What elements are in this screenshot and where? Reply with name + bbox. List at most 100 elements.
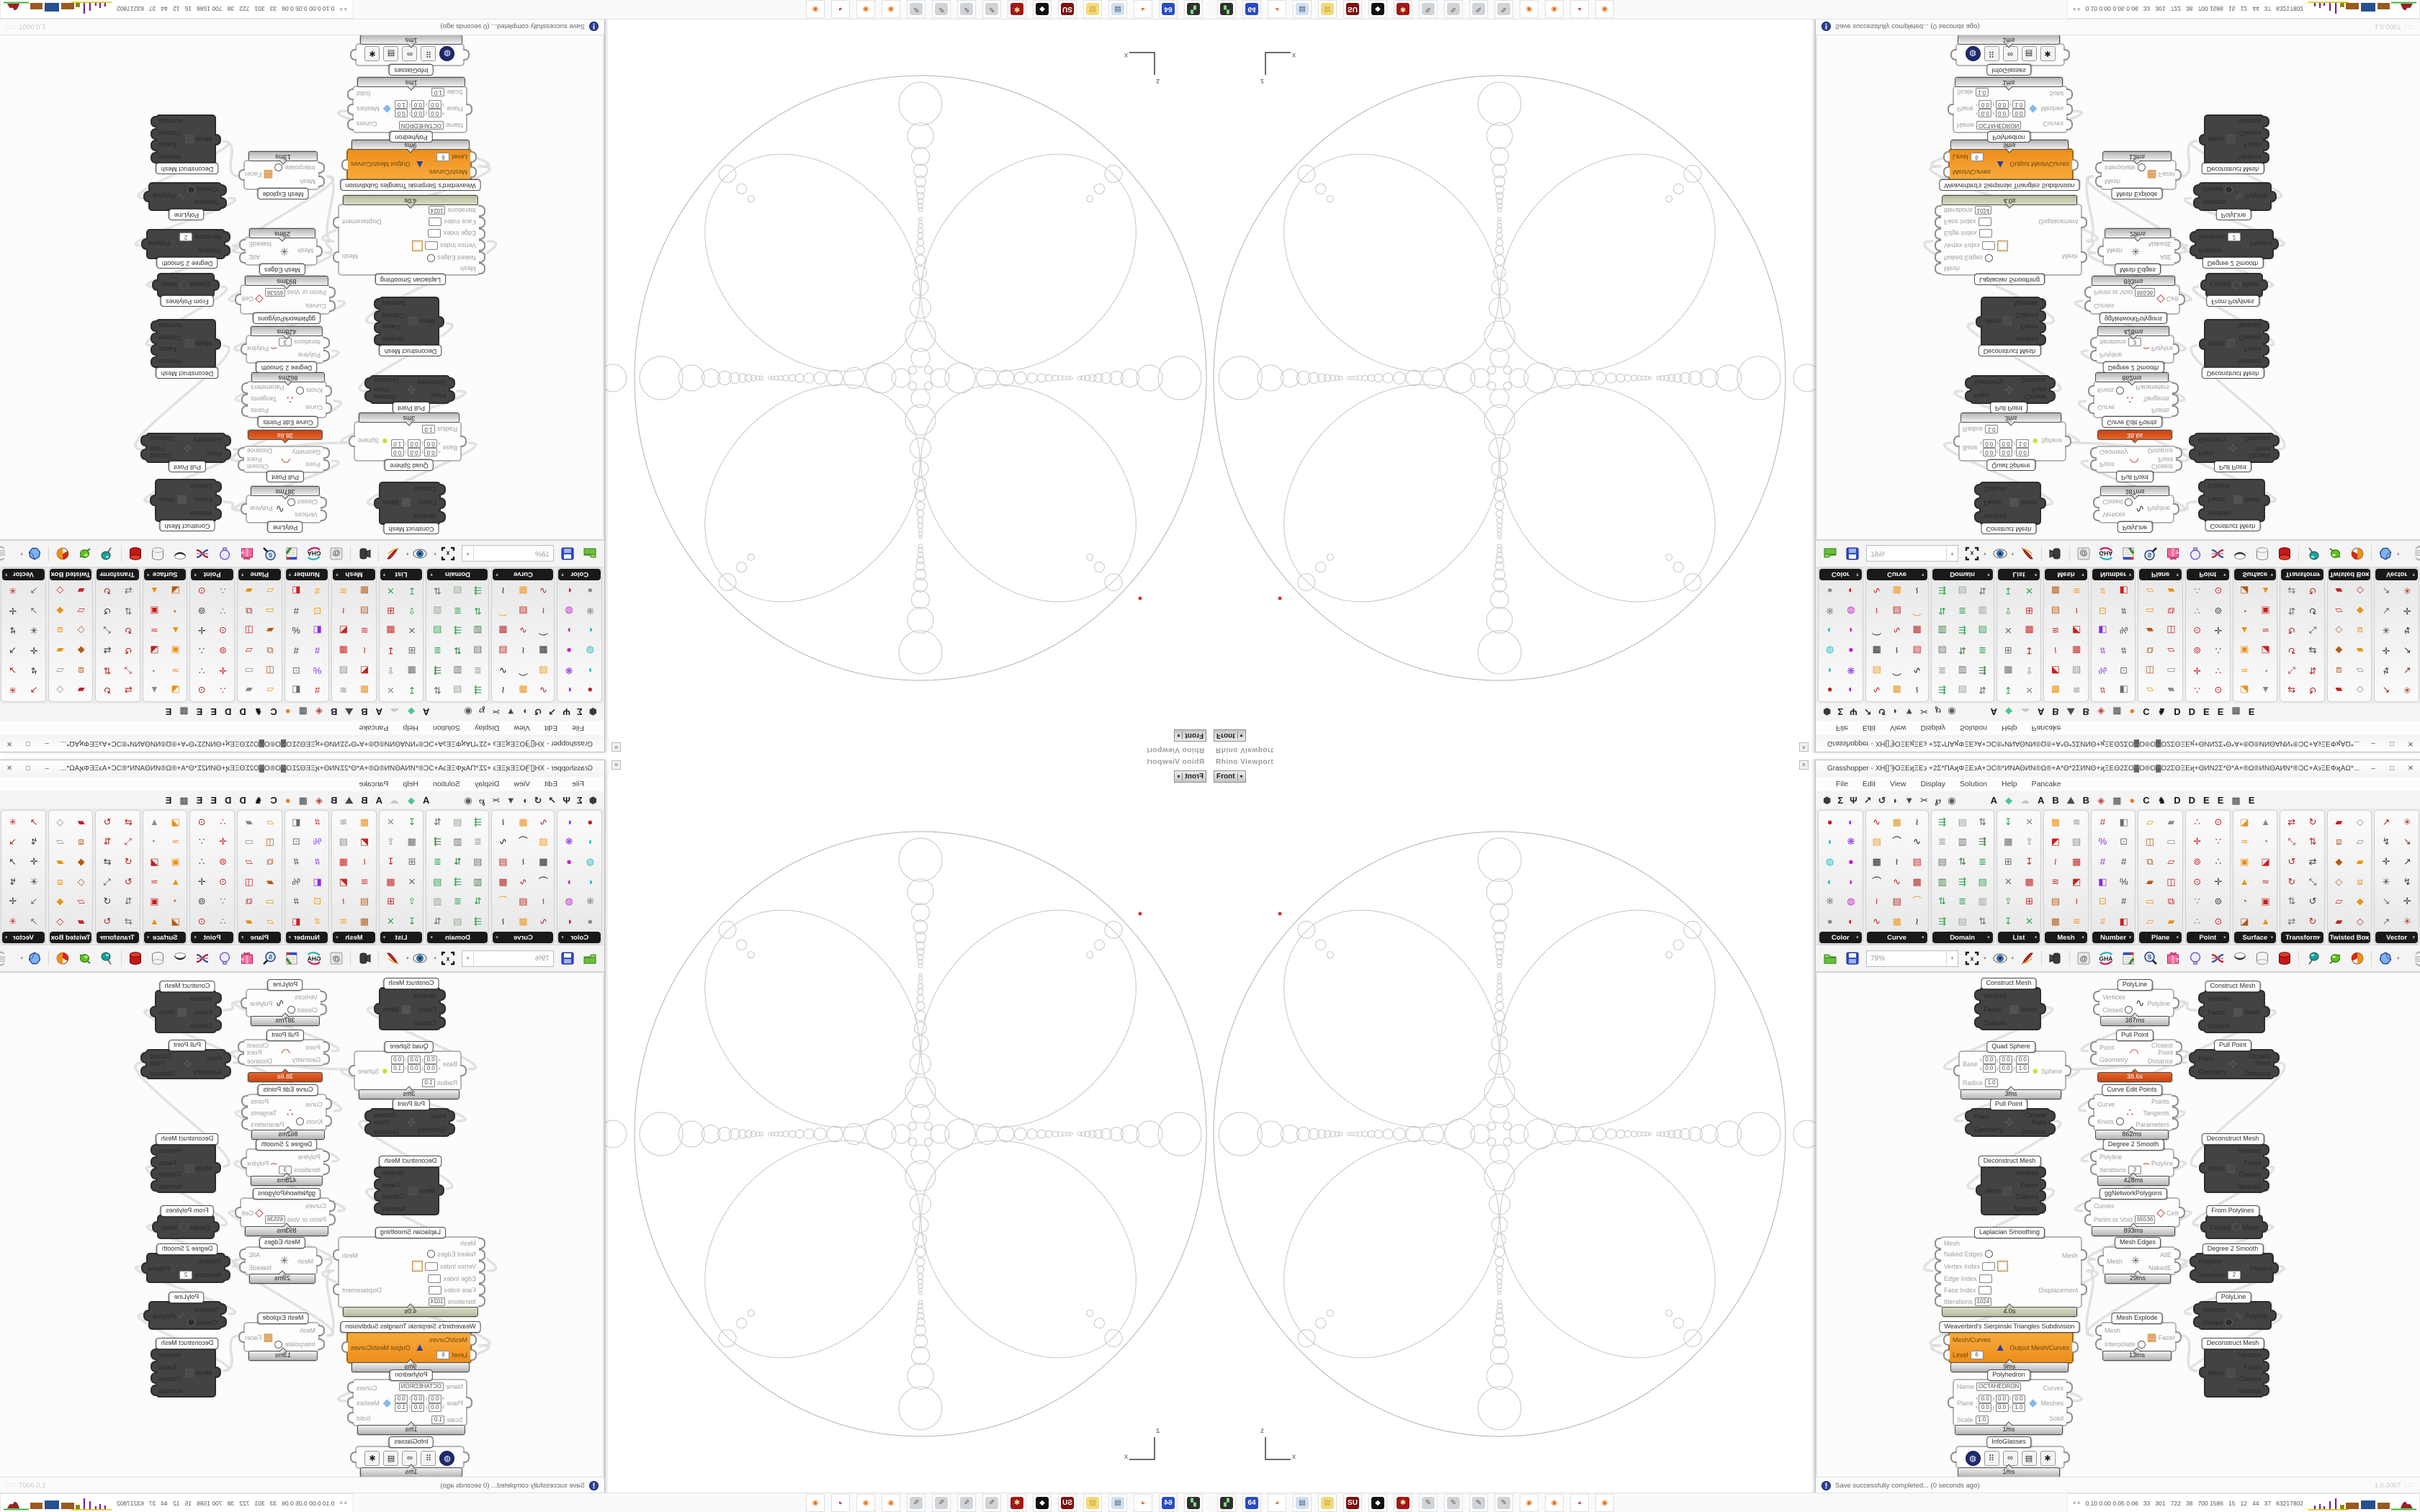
component-icon[interactable]: ✛ (218, 836, 227, 847)
firefox-dev-icon[interactable]: ◕ (831, 0, 850, 18)
chevron-down-icon[interactable]: ▾ (496, 572, 498, 577)
toggle-circle[interactable] (2125, 498, 2133, 506)
chevron-down-icon[interactable]: ▾ (1946, 951, 1958, 966)
menu-view[interactable]: View (514, 724, 530, 732)
component-icon[interactable]: ≀ (501, 916, 505, 927)
chevron-down-icon[interactable]: ▾ (52, 935, 55, 940)
chevron-up-icon[interactable]: ∧ ∧ (2073, 6, 2081, 12)
grasshopper-titlebar[interactable]: Grasshopper - XH[]ϠΟΞΕϗΞΕ϶ +2Σ*ΠΑϗΦΞΕ϶Α+… (0, 735, 604, 752)
firefox-icon[interactable]: ◕ (1134, 0, 1152, 18)
close-button[interactable]: ✕ (2405, 739, 2416, 749)
infoglasses-button[interactable]: ∞ (402, 1450, 418, 1466)
floppy64-icon[interactable]: 64 (1159, 1494, 1178, 1512)
surprise-box-button[interactable]: ? (238, 545, 256, 562)
toggle-circle[interactable] (274, 1340, 283, 1349)
grasshopper-titlebar[interactable]: Grasshopper - XH[]ϠΟΞΕϗΞΕ϶ +2Σ*ΠΑϗΦΞΕ϶Α+… (1816, 735, 2420, 752)
component-icon[interactable]: # (2121, 644, 2127, 656)
component-icon[interactable]: ⧉ (2167, 605, 2174, 616)
value-box[interactable] (424, 241, 438, 251)
component-icon[interactable]: ⌒ (498, 896, 508, 907)
component-icon[interactable]: ◫ (2166, 625, 2176, 636)
chevron-down-icon[interactable]: ▾ (1946, 546, 1958, 561)
component-icon[interactable]: ⊙ (197, 816, 206, 827)
component-icon[interactable]: ⇅ (433, 916, 442, 927)
component-icon[interactable]: ∴ (2215, 856, 2222, 868)
value-box[interactable]: 1024 (1974, 206, 1992, 215)
component-icon[interactable]: ≋ (339, 685, 348, 696)
component-icon[interactable]: ● (587, 816, 593, 827)
component-icon[interactable]: ✳ (9, 685, 17, 696)
component-icon[interactable]: ▦ (539, 856, 548, 868)
value-box[interactable]: 0.0 (2012, 1394, 2025, 1403)
gh-node-a3[interactable]: Point Geometry ✜ Closest Point Distance (1965, 375, 2056, 404)
publish-at-button[interactable]: @ (2075, 950, 2092, 967)
ribbon-tab-icon[interactable]: Ψ (563, 794, 570, 806)
ribbon-group-label[interactable]: Vector ▾ (2375, 932, 2418, 943)
preview-eye-button[interactable] (411, 950, 429, 967)
ribbon-tab-plugin[interactable]: ◆ (2004, 794, 2012, 806)
component-icon[interactable]: ◐ (1848, 685, 1854, 696)
component-icon[interactable]: ⊙ (197, 916, 206, 927)
component-icon[interactable]: ⇪ (2004, 605, 2012, 616)
preview-wireframe-button[interactable] (149, 545, 166, 562)
component-icon[interactable]: ▥ (1937, 625, 1947, 636)
menu-view[interactable]: View (1890, 724, 1906, 732)
component-icon[interactable]: ▤ (453, 585, 462, 596)
value-box[interactable]: 0.0 (428, 1394, 442, 1403)
gh-node-a6[interactable]: Mesh/Curves Level 6 ▲ Output Mesh/Curves (1943, 1331, 2079, 1364)
gh-node-b3[interactable]: Curve Knots ∴ Points Tangents Parameters (241, 381, 332, 418)
ribbon-tab-icon[interactable]: ◉ (1948, 794, 1956, 806)
component-icon[interactable]: ⇅ (2287, 605, 2296, 616)
ribbon-group-label[interactable]: Mesh ▾ (333, 569, 375, 580)
infoglasses-button[interactable]: ✱ (2040, 1450, 2056, 1466)
maximize-button[interactable]: □ (22, 739, 34, 749)
ribbon-group-label[interactable]: Surface ▾ (2233, 932, 2277, 943)
component-icon[interactable]: ⌒ (538, 876, 548, 887)
ribbon-tab-icon[interactable]: ◉ (1948, 706, 1956, 718)
menu-edit[interactable]: Edit (544, 780, 558, 788)
component-icon[interactable]: ↺ (124, 856, 133, 868)
component-icon[interactable]: ❋ (1826, 896, 1834, 907)
component-icon[interactable]: ▤ (1912, 856, 1922, 868)
component-icon[interactable]: ≃ (2240, 665, 2249, 676)
value-box[interactable]: 0.0 (390, 448, 404, 456)
wire-display-button[interactable] (194, 545, 211, 562)
component-icon[interactable]: ◩ (339, 625, 348, 636)
component-icon[interactable]: ▱ (77, 896, 85, 907)
component-icon[interactable]: ∵ (220, 896, 226, 907)
component-icon[interactable]: ◗ (1827, 836, 1833, 847)
component-icon[interactable]: ∿ (1873, 916, 1881, 927)
component-icon[interactable]: ▰ (56, 856, 64, 868)
chevron-down-icon[interactable]: ▾ (382, 572, 386, 577)
gh-node-a3[interactable]: Point Geometry ✜ Closest Point Distance (1965, 1108, 2056, 1137)
ribbon-group-label[interactable]: Twisted Box ▾ (49, 932, 92, 943)
component-icon[interactable]: ↯ (2382, 836, 2390, 847)
component-icon[interactable]: ▤ (1937, 856, 1947, 868)
infoglasses-button[interactable]: ∞ (2002, 46, 2018, 62)
open-button[interactable] (581, 545, 599, 562)
ribbon-group-label[interactable]: Plane ▾ (238, 932, 281, 943)
gh-node-a1[interactable]: Vertices Faces Colours ▦ Mesh (374, 987, 446, 1030)
ribbon-group-label[interactable]: Color ▾ (1819, 569, 1862, 580)
component-icon[interactable]: # (293, 605, 299, 616)
component-icon[interactable]: ❋ (1847, 665, 1855, 676)
node-canvas[interactable]: Construct Mesh Vertices Faces Colours ▦ Mesh Q… (0, 972, 604, 1477)
value-box[interactable]: 0.0 (1995, 100, 2009, 109)
component-icon[interactable]: ▦ (1912, 876, 1922, 887)
value-box[interactable]: 0.0 (411, 1394, 425, 1403)
component-icon[interactable]: ⇅ (1958, 856, 1967, 868)
component-icon[interactable]: ⇅ (1978, 685, 1987, 696)
component-icon[interactable]: ⊚ (2193, 644, 2202, 656)
ribbon-group-label[interactable]: Vector ▾ (2, 932, 45, 943)
component-icon[interactable]: ↧ (2004, 916, 2012, 927)
gh-node-a4[interactable]: Mesh ▨ Vertices Faces Colours Normals (374, 1165, 444, 1215)
ribbon-tab-plugin[interactable]: ♞ (2157, 706, 2166, 718)
component-icon[interactable]: ▰ (2356, 856, 2364, 868)
blender-icon[interactable]: ◉ (856, 0, 875, 18)
component-icon[interactable]: ◪ (150, 856, 159, 868)
component-icon[interactable]: ● (566, 644, 572, 656)
component-icon[interactable]: ◐ (566, 816, 572, 827)
value-box[interactable] (1978, 1274, 1992, 1283)
component-icon[interactable]: ▱ (266, 916, 274, 927)
value-box[interactable] (1982, 241, 1996, 251)
